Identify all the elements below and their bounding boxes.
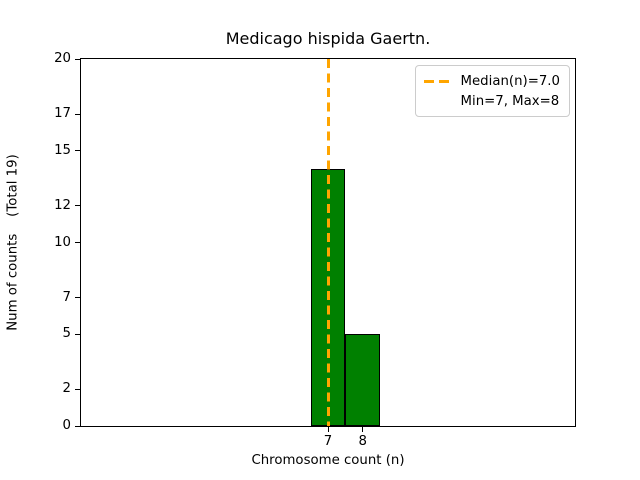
y-tick-label: 7: [62, 289, 71, 305]
y-tick-mark: [75, 205, 80, 207]
y-tick-mark: [75, 333, 80, 335]
median-line: [326, 59, 330, 426]
bar: [345, 334, 381, 426]
y-tick-label: 5: [62, 326, 71, 342]
legend-label: Min=7, Max=8: [460, 93, 560, 109]
y-tick-mark: [75, 297, 80, 299]
chart-title: Medicago hispida Gaertn.: [225, 29, 431, 48]
x-tick-label: 7: [323, 434, 333, 449]
y-tick-label: 10: [54, 234, 71, 250]
y-tick-label: 15: [54, 142, 71, 158]
empty-marker: [424, 100, 452, 103]
y-tick-mark: [75, 425, 80, 427]
y-tick-label: 20: [54, 51, 71, 66]
x-axis-label: Chromosome count (n): [251, 453, 405, 468]
legend-item-median: Median(n)=7.0: [423, 71, 560, 91]
legend: Median(n)=7.0 Min=7, Max=8: [414, 65, 570, 117]
y-tick-label: 12: [54, 197, 71, 213]
dashed-line-icon: [423, 79, 452, 83]
y-axis-label: Num of counts (Total 19): [5, 154, 21, 331]
y-tick-label: 0: [62, 418, 71, 433]
plot-area: 0 2 5 7 10 12 15 17 20 7 8 Median(n)=7.0 Min=7, Ma…: [54, 51, 576, 449]
y-tick-mark: [75, 113, 80, 115]
x-tick-mark: [362, 427, 364, 432]
x-tick-mark: [327, 427, 329, 432]
x-tick-label: 8: [358, 434, 368, 449]
y-tick-mark: [75, 242, 80, 243]
legend-item-minmax: Min=7, Max=8: [424, 91, 560, 111]
y-tick-label: 2: [62, 381, 71, 397]
legend-label: Median(n)=7.0: [460, 73, 560, 89]
y-tick-label: 17: [54, 106, 71, 122]
y-tick-mark: [75, 58, 80, 60]
y-tick-mark: [75, 150, 80, 152]
y-tick-mark: [75, 388, 80, 390]
